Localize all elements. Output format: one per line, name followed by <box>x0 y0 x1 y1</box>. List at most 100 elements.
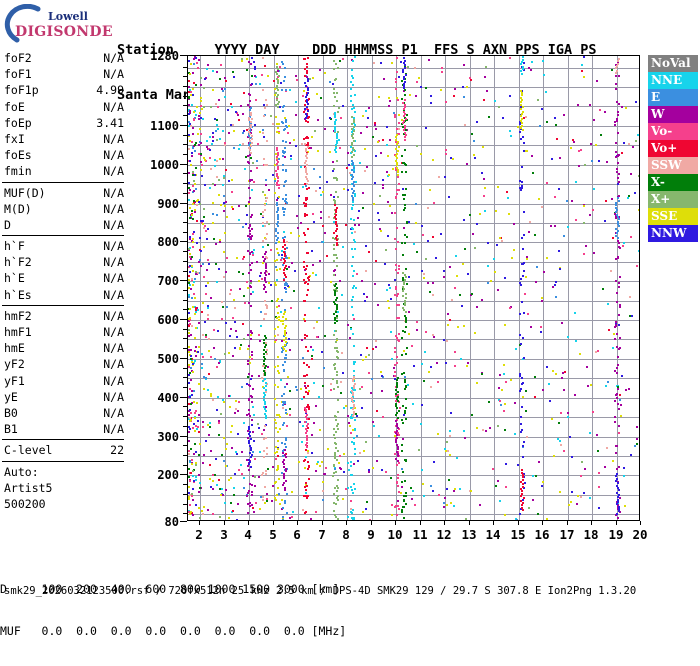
echo-pixel <box>250 145 252 147</box>
echo-pixel <box>293 139 295 141</box>
echo-pixel <box>281 442 283 444</box>
echo-pixel <box>623 475 625 477</box>
legend-item-noval[interactable]: NoVal <box>648 55 698 72</box>
echo-pixel <box>554 225 556 227</box>
echo-pixel <box>265 281 267 283</box>
echo-pixel <box>596 434 598 436</box>
echo-pixel <box>285 170 287 172</box>
echo-pixel <box>249 452 251 454</box>
echo-pixel <box>264 65 266 67</box>
echo-pixel <box>352 392 354 394</box>
echo-pixel <box>498 106 500 108</box>
echo-pixel <box>449 435 451 437</box>
echo-pixel <box>190 94 192 96</box>
echo-pixel <box>259 83 261 85</box>
legend-item-vo-[interactable]: Vo- <box>648 123 698 140</box>
echo-pixel <box>545 91 547 93</box>
legend-item-w[interactable]: W <box>648 106 698 123</box>
echo-pixel <box>334 437 336 439</box>
legend-item-x-[interactable]: X- <box>648 174 698 191</box>
echo-pixel <box>351 441 353 443</box>
echo-pixel <box>350 218 352 220</box>
echo-pixel <box>616 209 618 211</box>
echo-pixel <box>381 375 383 377</box>
echo-pixel <box>615 202 617 204</box>
echo-pixel <box>282 237 284 239</box>
echo-pixel <box>404 163 406 165</box>
grid-line-vertical <box>225 56 226 520</box>
legend-item-sse[interactable]: SSE <box>648 208 698 225</box>
echo-pixel <box>446 340 448 342</box>
param-value: N/A <box>103 255 124 270</box>
echo-pixel <box>447 313 449 315</box>
echo-pixel <box>404 136 406 138</box>
echo-pixel <box>583 253 585 255</box>
echo-pixel <box>276 173 278 175</box>
legend-item-ssw[interactable]: SSW <box>648 157 698 174</box>
y-axis-tick <box>183 173 187 174</box>
echo-pixel <box>304 486 306 488</box>
echo-pixel <box>306 406 308 408</box>
echo-pixel <box>395 169 397 171</box>
echo-pixel <box>541 297 543 299</box>
legend-item-nnw[interactable]: NNW <box>648 225 698 242</box>
echo-pixel <box>307 151 309 153</box>
legend-item-e[interactable]: E <box>648 89 698 106</box>
echo-pixel <box>275 71 277 73</box>
echo-pixel <box>522 68 524 70</box>
echo-pixel <box>275 228 277 230</box>
echo-pixel <box>241 473 243 475</box>
echo-pixel <box>289 349 291 351</box>
echo-pixel <box>206 146 208 148</box>
legend-item-vo-[interactable]: Vo+ <box>648 140 698 157</box>
y-axis-tick <box>183 144 187 145</box>
echo-pixel <box>618 425 620 427</box>
echo-pixel <box>189 112 191 114</box>
echo-pixel <box>474 157 476 159</box>
echo-pixel <box>246 129 248 131</box>
echo-pixel <box>457 326 459 328</box>
echo-pixel <box>282 450 284 452</box>
x-axis-tick <box>224 521 225 525</box>
echo-pixel <box>560 444 562 446</box>
echo-pixel <box>276 451 278 453</box>
legend-item-x-[interactable]: X+ <box>648 191 698 208</box>
echo-pixel <box>577 104 579 106</box>
param-key: foEp <box>4 115 32 130</box>
echo-pixel <box>274 164 276 166</box>
echo-pixel <box>617 132 619 134</box>
param-key: h`E <box>4 271 25 286</box>
echo-pixel <box>248 433 250 435</box>
echo-pixel <box>636 443 638 445</box>
echo-pixel <box>282 519 284 520</box>
echo-pixel <box>546 366 548 368</box>
echo-pixel <box>191 256 193 258</box>
echo-pixel <box>432 334 434 336</box>
echo-pixel <box>522 396 524 398</box>
echo-pixel <box>377 304 379 306</box>
echo-pixel <box>322 490 324 492</box>
echo-pixel <box>209 187 211 189</box>
echo-pixel <box>404 331 406 333</box>
legend-item-nne[interactable]: NNE <box>648 72 698 89</box>
ionogram-plot[interactable] <box>187 55 640 521</box>
echo-pixel <box>391 62 393 64</box>
grid-line-horizontal <box>188 223 639 224</box>
echo-pixel <box>308 116 310 118</box>
echo-pixel <box>246 214 248 216</box>
echo-pixel <box>203 87 205 89</box>
echo-pixel <box>415 222 417 224</box>
y-axis-tick-major <box>180 164 187 165</box>
echo-pixel <box>403 108 405 110</box>
echo-pixel <box>604 111 606 113</box>
echo-pixel <box>189 265 191 267</box>
echo-pixel <box>406 283 408 285</box>
echo-pixel <box>195 307 197 309</box>
echo-pixel <box>555 373 557 375</box>
echo-pixel <box>306 70 308 72</box>
echo-pixel <box>352 401 354 403</box>
echo-pixel <box>247 512 249 514</box>
echo-pixel <box>305 113 307 115</box>
echo-pixel <box>305 482 307 484</box>
echo-pixel <box>433 202 435 204</box>
